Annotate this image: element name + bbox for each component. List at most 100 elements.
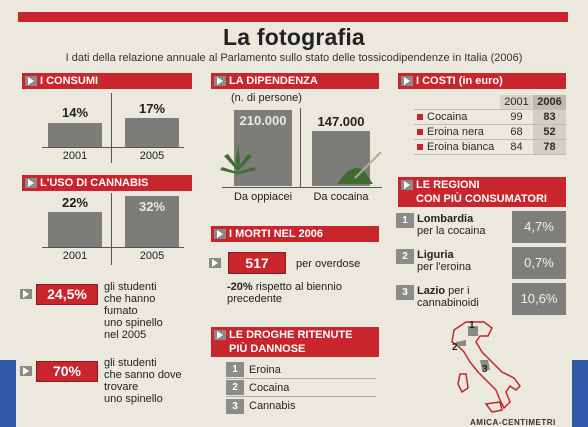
- regioni-header: LE REGIONI CON PIÙ CONSUMATORI: [398, 177, 566, 207]
- regione-row-3: 3 Lazio per i cannabinoidi 10,6%: [396, 283, 568, 317]
- regioni-label-2: CON PIÙ CONSUMATORI: [416, 193, 547, 205]
- list-item: 3 Cannabis: [226, 397, 376, 415]
- studenti-trovare-text: gli studenti che sanno dove trovare uno …: [104, 357, 194, 405]
- dipendenza-label: LA DIPENDENZA: [229, 75, 318, 87]
- drug-name: Eroina nera: [427, 126, 484, 138]
- studenti-fumato-text: gli studenti che hanno fumato uno spinel…: [104, 281, 194, 341]
- droghe-label-1: LE DROGHE RITENUTE: [229, 329, 353, 341]
- morti-change-pct: -20%: [227, 281, 253, 293]
- list-item: 1 Eroina: [226, 361, 376, 379]
- consumi-baseline: [42, 147, 184, 148]
- dipendenza-bar-oppiacei: [234, 110, 292, 186]
- consumi-bar-2005: [125, 118, 179, 147]
- rank-number: 1: [396, 213, 414, 228]
- regione-value: 0,7%: [512, 247, 566, 279]
- dipendenza-baseline: [222, 187, 382, 188]
- consumi-year-2005: 2005: [139, 150, 165, 162]
- map-label-1: 1: [469, 320, 475, 331]
- drug-name-cell: Eroina nera: [414, 124, 500, 140]
- year-header: 2001: [500, 95, 533, 110]
- dipendenza-label-oppiacei: Da oppiacei: [233, 191, 293, 203]
- arrow-icon: [20, 366, 32, 376]
- left-blue-edge: [0, 360, 16, 427]
- regione-name: Lazio: [417, 285, 446, 297]
- droga-name: Cocaina: [249, 381, 290, 394]
- arrow-icon: [25, 178, 37, 188]
- consumi-header: I CONSUMI: [22, 73, 192, 89]
- arrow-icon: [214, 76, 226, 86]
- table-row: Eroina nera 68 52: [414, 124, 566, 140]
- regione-name: Liguria: [417, 249, 454, 261]
- dipendenza-label-cocaina: Da cocaina: [313, 191, 369, 203]
- regione-text: Lombardia per la cocaina: [417, 213, 486, 237]
- text-line: trovare: [104, 381, 139, 393]
- page-title: La fotografia: [223, 24, 365, 50]
- text-line: nel 2005: [104, 329, 147, 341]
- morti-change-text: rispetto al biennio: [252, 281, 342, 293]
- regione-sub: per l'eroina: [417, 261, 472, 273]
- droghe-header: LE DROGHE RITENUTE PIÙ DANNOSE: [211, 327, 379, 357]
- droghe-list: 1 Eroina 2 Cocaina 3 Cannabis: [226, 361, 376, 415]
- dipendenza-header: LA DIPENDENZA: [211, 73, 379, 89]
- costi-header: I COSTI (in euro): [398, 73, 566, 89]
- lazio-area: [480, 360, 490, 370]
- rank-number: 1: [226, 362, 244, 377]
- sardinia-outline: [457, 373, 469, 394]
- text-line: gli studenti: [104, 357, 157, 369]
- drug-name-cell: Eroina bianca: [414, 139, 500, 155]
- bullet-icon: [417, 114, 423, 120]
- arrow-icon: [209, 258, 221, 268]
- droga-name: Eroina: [249, 363, 281, 376]
- morti-value-text: per overdose: [296, 258, 361, 270]
- regione-sub: per la cocaina: [417, 225, 486, 237]
- regione-value: 10,6%: [512, 283, 566, 315]
- regione-row-2: 2 Liguria per l'eroina 0,7%: [396, 247, 568, 281]
- morti-header: I MORTI NEL 2006: [211, 226, 379, 242]
- drug-name: Eroina bianca: [427, 141, 495, 153]
- consumi-divider: [111, 93, 112, 163]
- morti-change: -20% rispetto al biennio precedente: [227, 281, 387, 305]
- costi-label: I COSTI (in euro): [416, 75, 503, 87]
- table-row: Cocaina 99 83: [414, 109, 566, 125]
- rank-number: 3: [226, 398, 244, 414]
- rank-number: 2: [396, 249, 414, 264]
- lombardia-area: [468, 326, 478, 336]
- cannabis-value-2001: 22%: [61, 195, 89, 210]
- consumi-value-2005: 17%: [138, 101, 166, 116]
- table-cell: [414, 95, 500, 110]
- dipendenza-divider: [300, 108, 301, 188]
- liguria-area: [456, 340, 466, 346]
- cost-2006-cell: 78: [533, 139, 566, 155]
- map-label-2: 2: [452, 342, 458, 353]
- sicily-outline: [484, 401, 503, 413]
- map-label-3: 3: [482, 364, 488, 375]
- footer-fragment: AMICA-CENTIMETRI: [470, 418, 556, 427]
- arrow-icon: [214, 330, 226, 340]
- regione-sub-2: cannabinoidi: [417, 297, 479, 309]
- consumi-value-2001: 14%: [61, 105, 89, 120]
- regione-text: Lazio per i cannabinoidi: [417, 285, 479, 309]
- arrow-icon: [401, 76, 413, 86]
- text-line: uno spinello: [104, 317, 163, 329]
- text-line: che sanno dove: [104, 369, 182, 381]
- regione-value: 4,7%: [512, 211, 566, 243]
- costi-table: 2001 2006 Cocaina 99 83 Eroina nera 68 5…: [414, 95, 566, 155]
- page-subtitle: I dati della relazione annuale al Parlam…: [65, 52, 523, 64]
- regione-text: Liguria per l'eroina: [417, 249, 471, 273]
- dipendenza-value-cocaina: 147.000: [317, 114, 365, 129]
- droga-name: Cannabis: [249, 400, 296, 412]
- regioni-label-1: LE REGIONI: [416, 179, 480, 191]
- table-row: Eroina bianca 84 78: [414, 139, 566, 155]
- morti-value: 517: [228, 252, 286, 274]
- cannabis-year-2005: 2005: [139, 250, 165, 262]
- year-header: 2006: [533, 95, 566, 110]
- dipendenza-note: (n. di persone): [231, 92, 302, 104]
- regione-name: Lombardia: [417, 213, 474, 225]
- cocaine-line-icon: [337, 151, 382, 184]
- cannabis-bar-2001: [48, 212, 102, 247]
- consumi-bar-2001: [48, 123, 102, 147]
- consumi-year-2001: 2001: [62, 150, 88, 162]
- dipendenza-value-oppiacei: 210.000: [239, 113, 287, 128]
- arrow-icon: [25, 76, 37, 86]
- arrow-icon: [20, 289, 32, 299]
